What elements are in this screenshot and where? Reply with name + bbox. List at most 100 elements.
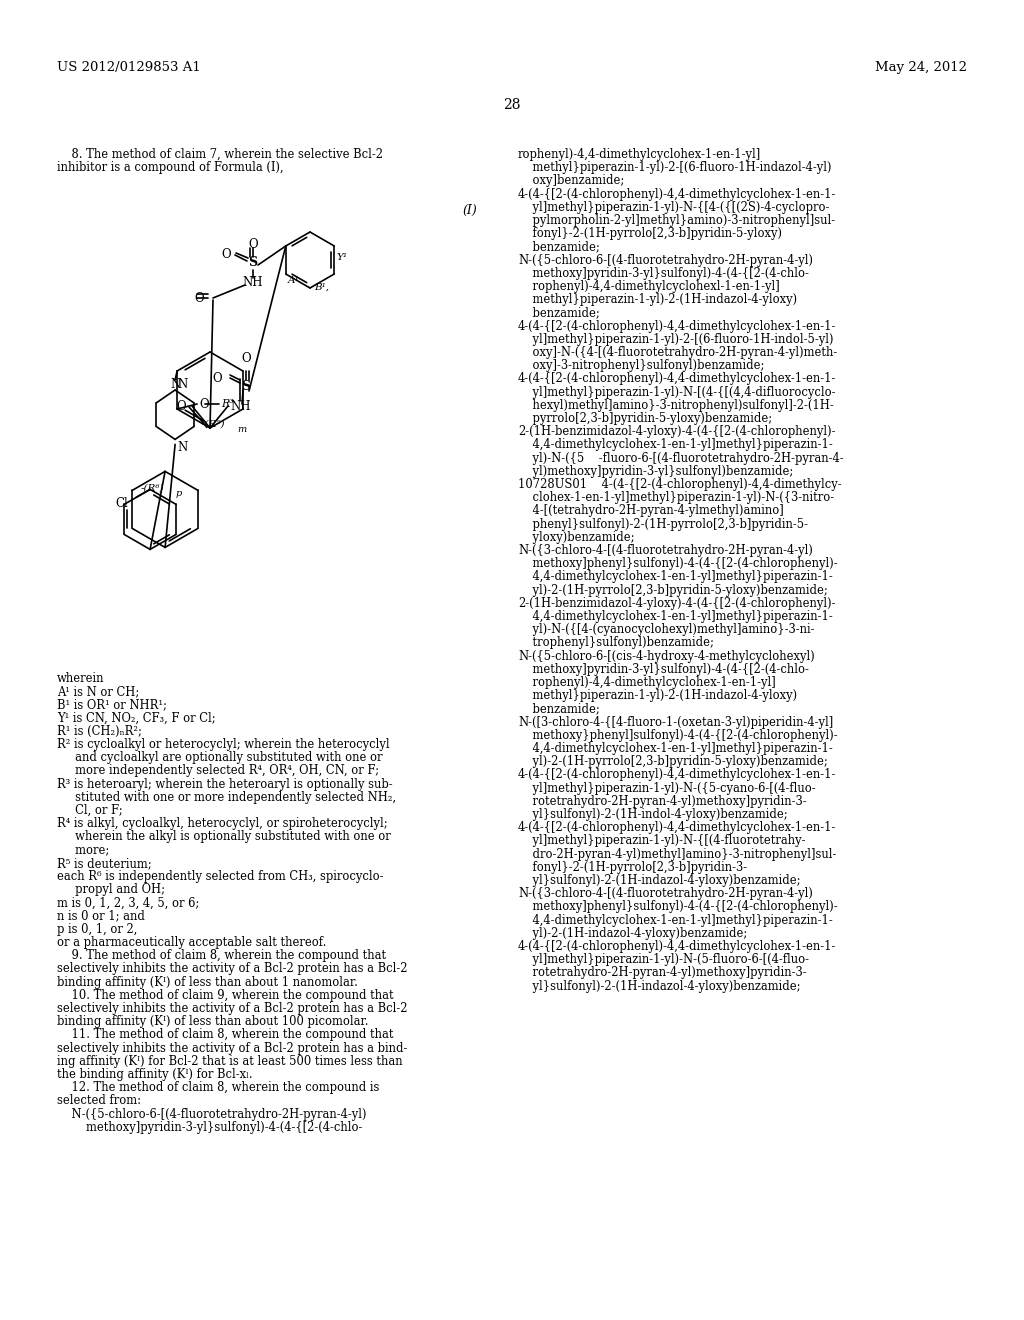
Text: pyrrolo[2,3-b]pyridin-5-yloxy)benzamide;: pyrrolo[2,3-b]pyridin-5-yloxy)benzamide; — [518, 412, 772, 425]
Text: 4-(4-{[2-(4-chlorophenyl)-4,4-dimethylcyclohex-1-en-1-: 4-(4-{[2-(4-chlorophenyl)-4,4-dimethylcy… — [518, 187, 837, 201]
Text: p is 0, 1, or 2,: p is 0, 1, or 2, — [57, 923, 137, 936]
Text: benzamide;: benzamide; — [518, 306, 600, 319]
Text: O: O — [248, 239, 258, 252]
Text: trophenyl}sulfonyl)benzamide;: trophenyl}sulfonyl)benzamide; — [518, 636, 714, 649]
Text: yl)methoxy]pyridin-3-yl}sulfonyl)benzamide;: yl)methoxy]pyridin-3-yl}sulfonyl)benzami… — [518, 465, 794, 478]
Text: yl)-N-({5    -fluoro-6-[(4-fluorotetrahydro-2H-pyran-4-: yl)-N-({5 -fluoro-6-[(4-fluorotetrahydro… — [518, 451, 844, 465]
Text: n is 0 or 1; and: n is 0 or 1; and — [57, 909, 144, 923]
Text: 4-(4-{[2-(4-chlorophenyl)-4,4-dimethylcyclohex-1-en-1-: 4-(4-{[2-(4-chlorophenyl)-4,4-dimethylcy… — [518, 372, 837, 385]
Text: yl}sulfonyl)-2-(1H-indazol-4-yloxy)benzamide;: yl}sulfonyl)-2-(1H-indazol-4-yloxy)benza… — [518, 874, 801, 887]
Text: wherein: wherein — [57, 672, 104, 685]
Text: O: O — [212, 371, 222, 384]
Text: N: N — [177, 441, 187, 454]
Text: -(R⁶): -(R⁶) — [140, 484, 164, 492]
Text: 2-(1H-benzimidazol-4-yloxy)-4-(4-{[2-(4-chlorophenyl)-: 2-(1H-benzimidazol-4-yloxy)-4-(4-{[2-(4-… — [518, 597, 836, 610]
Text: N-([3-chloro-4-{[4-fluoro-1-(oxetan-3-yl)piperidin-4-yl]: N-([3-chloro-4-{[4-fluoro-1-(oxetan-3-yl… — [518, 715, 834, 729]
Text: yl)-2-(1H-pyrrolo[2,3-b]pyridin-5-yloxy)benzamide;: yl)-2-(1H-pyrrolo[2,3-b]pyridin-5-yloxy)… — [518, 755, 827, 768]
Text: N-({3-chloro-4-[(4-fluorotetrahydro-2H-pyran-4-yl): N-({3-chloro-4-[(4-fluorotetrahydro-2H-p… — [518, 544, 813, 557]
Text: O: O — [221, 248, 231, 261]
Text: B¹ is OR¹ or NHR¹;: B¹ is OR¹ or NHR¹; — [57, 698, 167, 711]
Text: methyl}piperazin-1-yl)-2-[(6-fluoro-1H-indazol-4-yl): methyl}piperazin-1-yl)-2-[(6-fluoro-1H-i… — [518, 161, 831, 174]
Text: pylmorpholin-2-yl]methyl}amino)-3-nitrophenyl]sul-: pylmorpholin-2-yl]methyl}amino)-3-nitrop… — [518, 214, 836, 227]
Text: propyl and OH;: propyl and OH; — [57, 883, 165, 896]
Text: methoxy]pyridin-3-yl}sulfonyl)-4-(4-{[2-(4-chlo-: methoxy]pyridin-3-yl}sulfonyl)-4-(4-{[2-… — [518, 663, 809, 676]
Text: phenyl}sulfonyl)-2-(1H-pyrrolo[2,3-b]pyridin-5-: phenyl}sulfonyl)-2-(1H-pyrrolo[2,3-b]pyr… — [518, 517, 808, 531]
Text: S: S — [242, 380, 251, 392]
Text: US 2012/0129853 A1: US 2012/0129853 A1 — [57, 62, 201, 74]
Text: more;: more; — [57, 843, 110, 857]
Text: 4,4-dimethylcyclohex-1-en-1-yl]methyl}piperazin-1-: 4,4-dimethylcyclohex-1-en-1-yl]methyl}pi… — [518, 570, 833, 583]
Text: 4-(4-{[2-(4-chlorophenyl)-4,4-dimethylcyclohex-1-en-1-: 4-(4-{[2-(4-chlorophenyl)-4,4-dimethylcy… — [518, 940, 837, 953]
Text: selectively inhibits the activity of a Bcl-2 protein has a bind-: selectively inhibits the activity of a B… — [57, 1041, 408, 1055]
Text: O: O — [176, 400, 186, 412]
Text: methoxy]pyridin-3-yl}sulfonyl)-4-(4-{[2-(4-chlo-: methoxy]pyridin-3-yl}sulfonyl)-4-(4-{[2-… — [518, 267, 809, 280]
Text: 10. The method of claim 9, wherein the compound that: 10. The method of claim 9, wherein the c… — [57, 989, 393, 1002]
Text: Y¹: Y¹ — [336, 253, 347, 261]
Text: R¹ is (CH₂)ₙR²;: R¹ is (CH₂)ₙR²; — [57, 725, 142, 738]
Text: A¹: A¹ — [288, 276, 299, 285]
Text: yl)-2-(1H-indazol-4-yloxy)benzamide;: yl)-2-(1H-indazol-4-yloxy)benzamide; — [518, 927, 748, 940]
Text: S: S — [249, 256, 258, 268]
Text: O: O — [195, 292, 204, 305]
Text: 4,4-dimethylcyclohex-1-en-1-yl]methyl}piperazin-1-: 4,4-dimethylcyclohex-1-en-1-yl]methyl}pi… — [518, 610, 833, 623]
Text: 4,4-dimethylcyclohex-1-en-1-yl]methyl}piperazin-1-: 4,4-dimethylcyclohex-1-en-1-yl]methyl}pi… — [518, 438, 833, 451]
Text: N: N — [170, 379, 180, 392]
Text: (I): (I) — [462, 203, 477, 216]
Text: yl]methyl}piperazin-1-yl)-N-({5-cyano-6-[(4-fluo-: yl]methyl}piperazin-1-yl)-N-({5-cyano-6-… — [518, 781, 816, 795]
Text: oxy]-N-({4-[(4-fluorotetrahydro-2H-pyran-4-yl)meth-: oxy]-N-({4-[(4-fluorotetrahydro-2H-pyran… — [518, 346, 838, 359]
Text: selectively inhibits the activity of a Bcl-2 protein has a Bcl-2: selectively inhibits the activity of a B… — [57, 1002, 408, 1015]
Text: hexyl)methyl]amino}-3-nitrophenyl)sulfonyl]-2-(1H-: hexyl)methyl]amino}-3-nitrophenyl)sulfon… — [518, 399, 834, 412]
Text: oxy]benzamide;: oxy]benzamide; — [518, 174, 625, 187]
Text: 4-[(tetrahydro-2H-pyran-4-ylmethyl)amino]: 4-[(tetrahydro-2H-pyran-4-ylmethyl)amino… — [518, 504, 783, 517]
Text: rophenyl)-4,4-dimethylcyclohex-1-en-1-yl]: rophenyl)-4,4-dimethylcyclohex-1-en-1-yl… — [518, 676, 776, 689]
Text: rotetrahydro-2H-pyran-4-yl)methoxy]pyridin-3-: rotetrahydro-2H-pyran-4-yl)methoxy]pyrid… — [518, 795, 807, 808]
Text: or a pharmaceutically acceptable salt thereof.: or a pharmaceutically acceptable salt th… — [57, 936, 327, 949]
Text: NH: NH — [243, 276, 263, 289]
Text: inhibitor is a compound of Formula (I),: inhibitor is a compound of Formula (I), — [57, 161, 284, 174]
Text: R² is cycloalkyl or heterocyclyl; wherein the heterocyclyl: R² is cycloalkyl or heterocyclyl; wherei… — [57, 738, 389, 751]
Text: benzamide;: benzamide; — [518, 240, 600, 253]
Text: and cycloalkyl are optionally substituted with one or: and cycloalkyl are optionally substitute… — [57, 751, 383, 764]
Text: yl)-2-(1H-pyrrolo[2,3-b]pyridin-5-yloxy)benzamide;: yl)-2-(1H-pyrrolo[2,3-b]pyridin-5-yloxy)… — [518, 583, 827, 597]
Text: selected from:: selected from: — [57, 1094, 141, 1107]
Text: yl)-N-({[4-(cyanocyclohexyl)methyl]amino}-3-ni-: yl)-N-({[4-(cyanocyclohexyl)methyl]amino… — [518, 623, 814, 636]
Text: methoxy]phenyl}sulfonyl)-4-(4-{[2-(4-chlorophenyl)-: methoxy]phenyl}sulfonyl)-4-(4-{[2-(4-chl… — [518, 557, 838, 570]
Text: 2-(1H-benzimidazol-4-yloxy)-4-(4-{[2-(4-chlorophenyl)-: 2-(1H-benzimidazol-4-yloxy)-4-(4-{[2-(4-… — [518, 425, 836, 438]
Text: the binding affinity (Kᴵ) for Bcl-xₗ.: the binding affinity (Kᴵ) for Bcl-xₗ. — [57, 1068, 253, 1081]
Text: yl]methyl}piperazin-1-yl)-N-[(4-{[(4,4-difluorocyclo-: yl]methyl}piperazin-1-yl)-N-[(4-{[(4,4-d… — [518, 385, 836, 399]
Text: rophenyl)-4,4-dimethylcyclohexl-1-en-1-yl]: rophenyl)-4,4-dimethylcyclohexl-1-en-1-y… — [518, 280, 779, 293]
Text: NH: NH — [230, 400, 251, 412]
Text: stituted with one or more independently selected NH₂,: stituted with one or more independently … — [57, 791, 396, 804]
Text: Cl: Cl — [116, 498, 128, 511]
Text: methoxy]phenyl}sulfonyl)-4-(4-{[2-(4-chlorophenyl)-: methoxy]phenyl}sulfonyl)-4-(4-{[2-(4-chl… — [518, 900, 838, 913]
Text: yl]methyl}piperazin-1-yl)-2-[(6-fluoro-1H-indol-5-yl): yl]methyl}piperazin-1-yl)-2-[(6-fluoro-1… — [518, 333, 834, 346]
Text: clohex-1-en-1-yl]methyl}piperazin-1-yl)-N-({3-nitro-: clohex-1-en-1-yl]methyl}piperazin-1-yl)-… — [518, 491, 835, 504]
Text: yl]methyl}piperazin-1-yl)-N-{[4-({[(2S)-4-cyclopro-: yl]methyl}piperazin-1-yl)-N-{[4-({[(2S)-… — [518, 201, 829, 214]
Text: m: m — [238, 425, 247, 434]
Text: yl]methyl}piperazin-1-yl)-N-(5-fluoro-6-[(4-fluo-: yl]methyl}piperazin-1-yl)-N-(5-fluoro-6-… — [518, 953, 809, 966]
Text: May 24, 2012: May 24, 2012 — [874, 62, 967, 74]
Text: 4-(4-{[2-(4-chlorophenyl)-4,4-dimethylcyclohex-1-en-1-: 4-(4-{[2-(4-chlorophenyl)-4,4-dimethylcy… — [518, 821, 837, 834]
Text: ing affinity (Kᴵ) for Bcl-2 that is at least 500 times less than: ing affinity (Kᴵ) for Bcl-2 that is at l… — [57, 1055, 402, 1068]
Text: R³ is heteroaryl; wherein the heteroaryl is optionally sub-: R³ is heteroaryl; wherein the heteroaryl… — [57, 777, 392, 791]
Text: dro-2H-pyran-4-yl)methyl]amino}-3-nitrophenyl]sul-: dro-2H-pyran-4-yl)methyl]amino}-3-nitrop… — [518, 847, 837, 861]
Text: B¹,: B¹, — [314, 282, 329, 292]
Text: Y¹ is CN, NO₂, CF₃, F or Cl;: Y¹ is CN, NO₂, CF₃, F or Cl; — [57, 711, 216, 725]
Text: methoxy}phenyl]sulfonyl)-4-(4-{[2-(4-chlorophenyl)-: methoxy}phenyl]sulfonyl)-4-(4-{[2-(4-chl… — [518, 729, 838, 742]
Text: benzamide;: benzamide; — [518, 702, 600, 715]
Text: N-({5-chloro-6-[(4-fluorotetrahydro-2H-pyran-4-yl): N-({5-chloro-6-[(4-fluorotetrahydro-2H-p… — [518, 253, 813, 267]
Text: 4,4-dimethylcyclohex-1-en-1-yl]methyl}piperazin-1-: 4,4-dimethylcyclohex-1-en-1-yl]methyl}pi… — [518, 742, 833, 755]
Text: O: O — [199, 397, 209, 411]
Text: wherein the alkyl is optionally substituted with one or: wherein the alkyl is optionally substitu… — [57, 830, 391, 843]
Text: R⁴ is alkyl, cycloalkyl, heterocyclyl, or spiroheterocyclyl;: R⁴ is alkyl, cycloalkyl, heterocyclyl, o… — [57, 817, 388, 830]
Text: fonyl}-2-(1H-pyrrolo[2,3-b]pyridin-3-: fonyl}-2-(1H-pyrrolo[2,3-b]pyridin-3- — [518, 861, 748, 874]
Text: yl}sulfonyl)-2-(1H-indol-4-yloxy)benzamide;: yl}sulfonyl)-2-(1H-indol-4-yloxy)benzami… — [518, 808, 787, 821]
Text: O: O — [242, 352, 251, 366]
Text: 11. The method of claim 8, wherein the compound that: 11. The method of claim 8, wherein the c… — [57, 1028, 393, 1041]
Text: oxy]-3-nitrophenyl}sulfonyl)benzamide;: oxy]-3-nitrophenyl}sulfonyl)benzamide; — [518, 359, 764, 372]
Text: rophenyl)-4,4-dimethylcyclohex-1-en-1-yl]: rophenyl)-4,4-dimethylcyclohex-1-en-1-yl… — [518, 148, 761, 161]
Text: m is 0, 1, 2, 3, 4, 5, or 6;: m is 0, 1, 2, 3, 4, 5, or 6; — [57, 896, 200, 909]
Text: binding affinity (Kᴵ) of less than about 100 picomolar.: binding affinity (Kᴵ) of less than about… — [57, 1015, 369, 1028]
Text: 28: 28 — [503, 98, 521, 112]
Text: 9. The method of claim 8, wherein the compound that: 9. The method of claim 8, wherein the co… — [57, 949, 386, 962]
